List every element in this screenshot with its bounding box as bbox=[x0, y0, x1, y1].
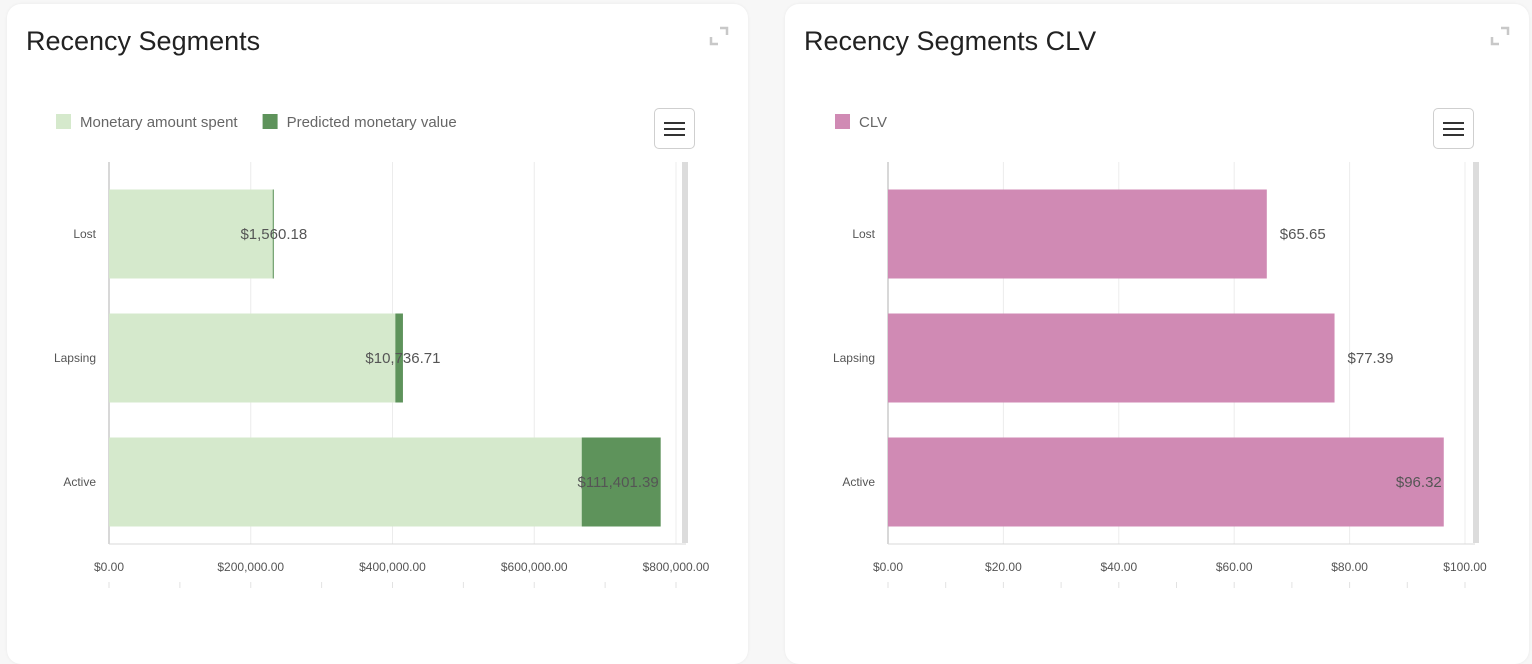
bar-predicted-monetary-value-active bbox=[581, 437, 661, 527]
x-tick-label: $80.00 bbox=[1331, 560, 1368, 574]
x-tick-label: $200,000.00 bbox=[217, 560, 284, 574]
x-tick-label: $600,000.00 bbox=[501, 560, 568, 574]
bar-chart: Monetary amount spent Predicted monetary … bbox=[54, 114, 710, 588]
legend-label-predicted-monetary-value: Predicted monetary value bbox=[287, 114, 457, 131]
data-label: $96.32 bbox=[1396, 474, 1442, 491]
legend-label-clv: CLV bbox=[859, 114, 887, 131]
bar-monetary-amount-spent-lapsing bbox=[109, 313, 396, 403]
bar-clv-lost bbox=[888, 189, 1267, 279]
data-label: $77.39 bbox=[1348, 350, 1394, 367]
chart-title: Recency Segments bbox=[26, 26, 261, 56]
bar-predicted-monetary-value-lost bbox=[272, 189, 274, 279]
category-label-lapsing: Lapsing bbox=[833, 351, 875, 365]
legend-swatch-clv bbox=[835, 114, 850, 129]
bar-clv-active bbox=[888, 437, 1444, 527]
chart-menu-button[interactable] bbox=[654, 108, 695, 149]
chart-scrollbar bbox=[682, 162, 688, 543]
x-tick-label: $800,000.00 bbox=[643, 560, 710, 574]
category-label-lapsing: Lapsing bbox=[54, 351, 96, 365]
chart-card-recency-segments: Recency Segments Monetary amount spent Pr… bbox=[7, 4, 748, 664]
expand-icon[interactable] bbox=[1490, 26, 1510, 46]
data-label: $65.65 bbox=[1280, 226, 1326, 243]
hamburger-menu-icon bbox=[1443, 122, 1464, 124]
bar-clv-lapsing bbox=[888, 313, 1335, 403]
expand-icon[interactable] bbox=[709, 26, 729, 46]
legend-swatch-predicted-monetary-value bbox=[262, 114, 278, 129]
bar-monetary-amount-spent-lost bbox=[109, 189, 273, 279]
data-label: $1,560.18 bbox=[240, 226, 307, 243]
x-tick-label: $60.00 bbox=[1216, 560, 1253, 574]
bar-predicted-monetary-value-lapsing bbox=[395, 313, 403, 403]
x-tick-label: $0.00 bbox=[94, 560, 124, 574]
x-tick-label: $100.00 bbox=[1443, 560, 1487, 574]
x-tick-label: $0.00 bbox=[873, 560, 903, 574]
category-label-lost: Lost bbox=[73, 227, 96, 241]
hamburger-menu-icon bbox=[664, 122, 685, 124]
category-label-lost: Lost bbox=[852, 227, 875, 241]
x-tick-label: $20.00 bbox=[985, 560, 1022, 574]
x-tick-label: $40.00 bbox=[1100, 560, 1137, 574]
chart-title: Recency Segments CLV bbox=[804, 26, 1097, 56]
x-tick-label: $400,000.00 bbox=[359, 560, 426, 574]
category-label-active: Active bbox=[842, 475, 875, 489]
chart-card-recency-segments-clv: Recency Segments CLV CLV $0.00 $20.00 $40.0… bbox=[785, 4, 1529, 664]
data-label: $111,401.39 bbox=[577, 474, 658, 491]
chart-scrollbar bbox=[1473, 162, 1479, 543]
data-label: $10,736.71 bbox=[365, 350, 440, 367]
category-label-active: Active bbox=[63, 475, 96, 489]
legend-label-monetary-amount-spent: Monetary amount spent bbox=[80, 114, 238, 131]
chart-menu-button[interactable] bbox=[1433, 108, 1474, 149]
bar-chart: CLV $0.00 $20.00 $40.00 $60.00 $80.00 $100.00 L… bbox=[833, 114, 1487, 588]
bar-monetary-amount-spent-active bbox=[109, 437, 582, 527]
legend-swatch-monetary-amount-spent bbox=[56, 114, 71, 129]
